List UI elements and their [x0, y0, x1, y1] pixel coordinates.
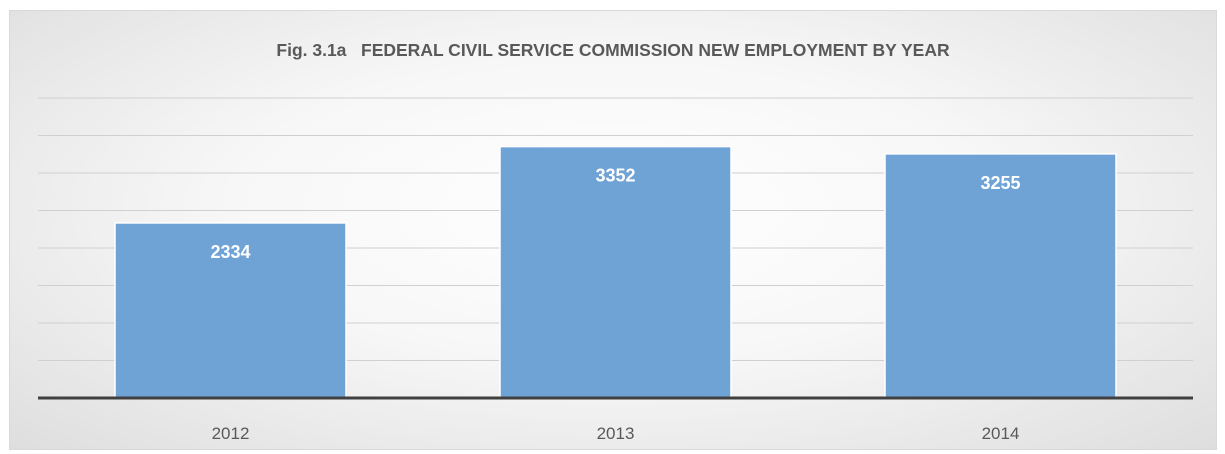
data-labels: 2334 3352 3255: [210, 166, 1020, 262]
x-tick-label-2012: 2012: [212, 424, 250, 443]
bar-chart: Fig. 3.1a FEDERAL CIVIL SERVICE COMMISSI…: [38, 40, 1193, 443]
chart-area: Fig. 3.1a FEDERAL CIVIL SERVICE COMMISSI…: [9, 10, 1217, 450]
chart-title: Fig. 3.1a FEDERAL CIVIL SERVICE COMMISSI…: [276, 40, 950, 60]
bar-2013: [499, 145, 732, 399]
data-label-2014: 3255: [980, 173, 1020, 193]
x-tick-label-2014: 2014: [982, 424, 1020, 443]
x-tick-label-2013: 2013: [597, 424, 635, 443]
bar-2014: [884, 153, 1117, 399]
data-label-2013: 3352: [595, 166, 635, 186]
bar-2012: [114, 222, 347, 399]
x-axis-tick-labels: 2012 2013 2014: [212, 424, 1020, 443]
data-label-2012: 2334: [210, 242, 250, 262]
bars: [114, 145, 1117, 399]
